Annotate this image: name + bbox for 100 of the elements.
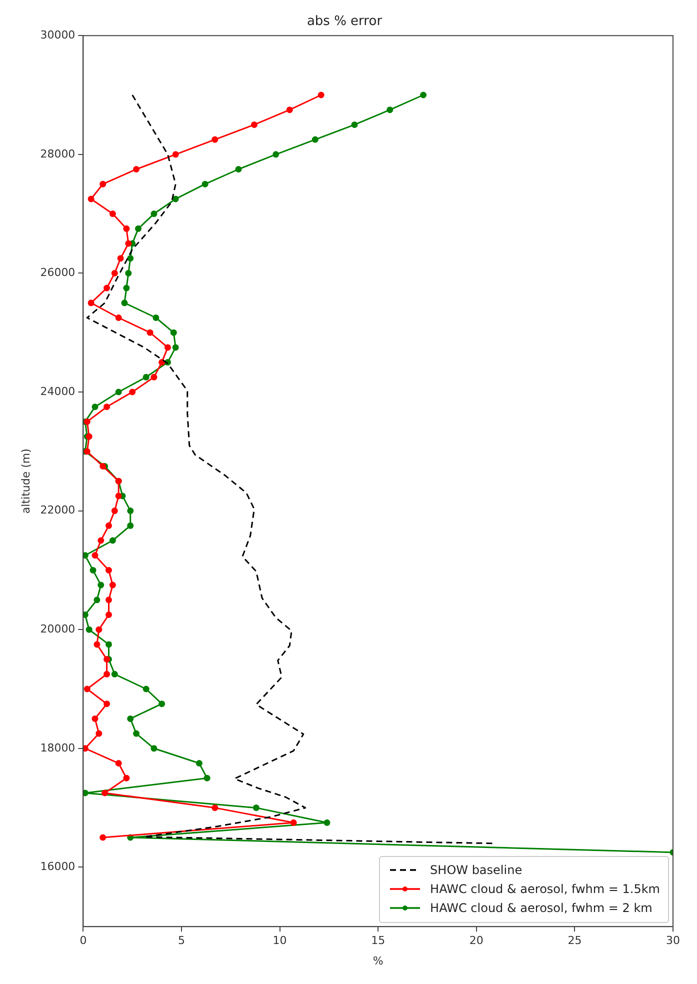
legend-label: HAWC cloud & aerosol, fwhm = 2 km bbox=[430, 900, 652, 917]
y-tick-label: 16000 bbox=[40, 860, 76, 874]
point bbox=[127, 522, 134, 529]
point bbox=[152, 314, 160, 321]
point bbox=[115, 492, 122, 500]
point bbox=[88, 300, 94, 306]
point bbox=[121, 300, 128, 306]
y-tick-label: 30000 bbox=[40, 28, 76, 42]
point bbox=[142, 374, 150, 380]
point bbox=[83, 612, 88, 618]
x-tick-label: 5 bbox=[178, 934, 185, 948]
point bbox=[92, 552, 98, 559]
y-tick-label: 22000 bbox=[40, 504, 76, 517]
point bbox=[170, 329, 177, 336]
legend-label: SHOW baseline bbox=[430, 862, 522, 879]
point bbox=[351, 121, 358, 128]
point bbox=[318, 92, 324, 98]
y-axis-title: altitude (m) bbox=[19, 448, 32, 514]
point bbox=[96, 626, 102, 633]
point bbox=[111, 508, 118, 514]
point bbox=[104, 670, 110, 678]
point bbox=[133, 730, 140, 737]
point bbox=[150, 745, 158, 752]
y-tick-label: 18000 bbox=[40, 741, 76, 754]
point bbox=[386, 106, 394, 114]
point bbox=[115, 388, 122, 396]
point bbox=[83, 790, 88, 796]
point bbox=[142, 686, 150, 692]
point bbox=[127, 715, 134, 722]
point bbox=[252, 804, 260, 812]
point bbox=[272, 151, 280, 158]
x-tick-label: 20 bbox=[469, 934, 484, 948]
y-tick-label: 20000 bbox=[40, 622, 76, 636]
point bbox=[84, 686, 90, 692]
point bbox=[146, 329, 154, 336]
point bbox=[134, 225, 142, 232]
point bbox=[172, 344, 179, 351]
point bbox=[111, 270, 118, 276]
point bbox=[158, 359, 166, 366]
point bbox=[104, 700, 110, 708]
y-tick-label: 28000 bbox=[40, 147, 76, 160]
point bbox=[100, 834, 106, 841]
point bbox=[100, 180, 106, 188]
point bbox=[98, 582, 104, 588]
point bbox=[96, 730, 102, 737]
point bbox=[106, 522, 112, 529]
point bbox=[129, 388, 136, 396]
point bbox=[88, 196, 94, 202]
point bbox=[92, 404, 98, 410]
chart-title: abs % error bbox=[306, 14, 383, 30]
point bbox=[106, 612, 112, 618]
x-tick-label: 0 bbox=[80, 934, 87, 948]
point bbox=[172, 196, 179, 202]
point bbox=[90, 566, 96, 574]
point bbox=[150, 210, 158, 218]
x-tick-label: 30 bbox=[666, 934, 680, 948]
point bbox=[117, 255, 124, 262]
point bbox=[250, 121, 258, 128]
point bbox=[123, 284, 130, 292]
point bbox=[83, 552, 88, 559]
point bbox=[109, 537, 116, 544]
point bbox=[98, 537, 104, 544]
point bbox=[150, 374, 158, 380]
point bbox=[94, 641, 100, 648]
y-tick-label: 24000 bbox=[40, 384, 76, 398]
point bbox=[92, 715, 98, 722]
point bbox=[115, 314, 122, 321]
point bbox=[324, 819, 330, 826]
point bbox=[123, 225, 130, 232]
point bbox=[109, 582, 116, 588]
point bbox=[127, 508, 134, 514]
point bbox=[125, 240, 132, 247]
point bbox=[127, 255, 134, 262]
point bbox=[172, 151, 179, 158]
point bbox=[133, 166, 140, 172]
point bbox=[106, 641, 112, 648]
point bbox=[212, 804, 218, 812]
x-tick-label: 25 bbox=[568, 934, 582, 948]
point bbox=[102, 790, 108, 796]
point bbox=[106, 566, 112, 574]
point bbox=[111, 670, 118, 678]
point bbox=[202, 180, 208, 188]
point bbox=[125, 270, 132, 276]
point bbox=[420, 92, 427, 98]
point bbox=[196, 760, 202, 766]
point bbox=[86, 626, 92, 633]
point bbox=[204, 774, 210, 782]
point bbox=[104, 284, 110, 292]
point bbox=[312, 136, 318, 143]
point bbox=[109, 210, 116, 218]
point bbox=[83, 745, 88, 752]
point bbox=[290, 819, 297, 826]
point bbox=[106, 596, 112, 604]
point bbox=[212, 136, 218, 143]
point bbox=[164, 344, 171, 351]
point bbox=[94, 596, 100, 604]
x-tick-label: 15 bbox=[371, 934, 386, 948]
x-tick-label: 10 bbox=[272, 934, 287, 948]
point bbox=[104, 404, 110, 410]
point bbox=[235, 166, 242, 172]
